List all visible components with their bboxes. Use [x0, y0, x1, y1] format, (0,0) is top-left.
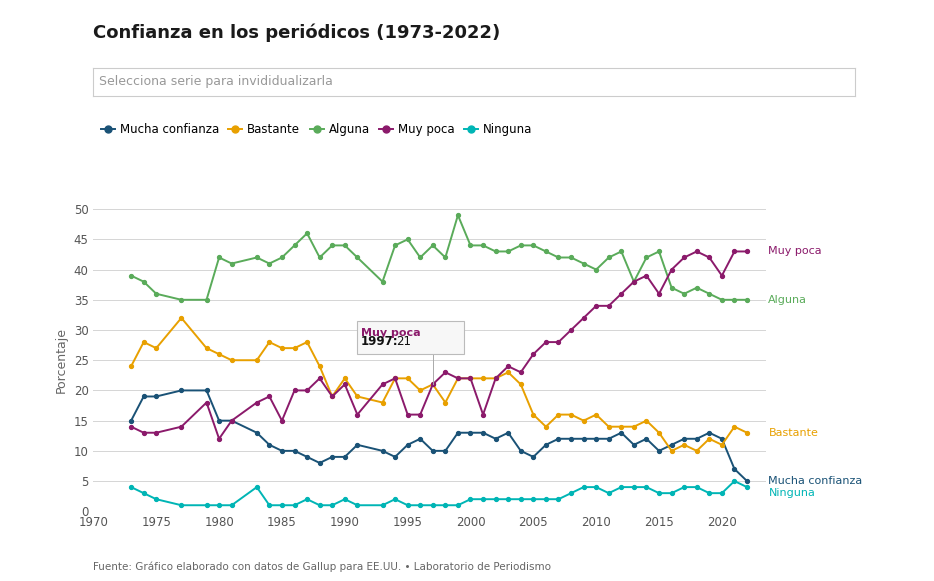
Text: Muy poca: Muy poca — [361, 328, 420, 338]
Text: Fuente: Gráfico elaborado con datos de Gallup para EE.UU. • Laboratorio de Perio: Fuente: Gráfico elaborado con datos de G… — [93, 562, 551, 572]
Text: 21: 21 — [396, 335, 411, 347]
Text: Selecciona serie para invididualizarla: Selecciona serie para invididualizarla — [100, 76, 333, 88]
Text: 1997:: 1997: — [361, 335, 398, 347]
Text: Ninguna: Ninguna — [769, 488, 815, 498]
Text: Muy poca: Muy poca — [769, 246, 822, 256]
Legend: Mucha confianza, Bastante, Alguna, Muy poca, Ninguna: Mucha confianza, Bastante, Alguna, Muy p… — [96, 119, 537, 141]
Text: Alguna: Alguna — [769, 295, 807, 305]
Text: Confianza en los periódicos (1973-2022): Confianza en los periódicos (1973-2022) — [93, 23, 501, 42]
FancyBboxPatch shape — [358, 321, 464, 354]
Text: Bastante: Bastante — [769, 428, 818, 437]
Y-axis label: Porcentaje: Porcentaje — [55, 327, 68, 393]
Text: Mucha confianza: Mucha confianza — [769, 476, 863, 486]
